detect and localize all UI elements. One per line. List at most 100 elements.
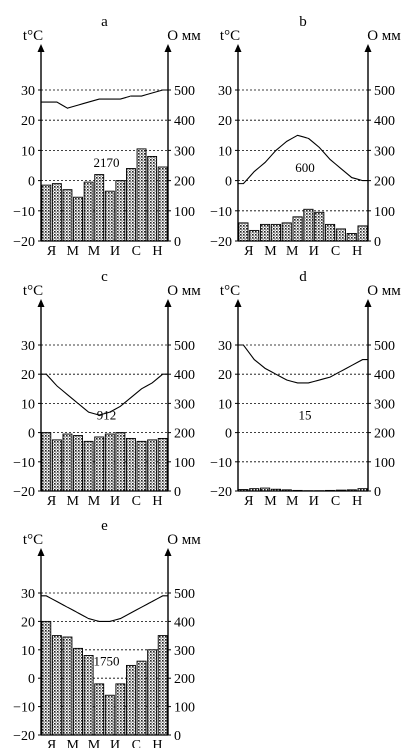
annual-precipitation-label: 912 [97, 407, 117, 422]
climate-chart-b: bt°C O мм6003020100−10−205004003002001000… [210, 14, 401, 259]
month-label: М [264, 244, 277, 259]
temperature-axis-arrow [37, 548, 45, 556]
precipitation-bar [115, 683, 126, 736]
precipitation-bar [346, 232, 357, 242]
temperature-tick-label: 20 [218, 114, 232, 129]
precipitation-tick-label: 500 [374, 84, 395, 99]
precipitation-tick-label: 300 [374, 144, 395, 159]
precipitation-bar [314, 211, 325, 242]
temperature-tick-label: 20 [21, 368, 35, 383]
precipitation-tick-label: 500 [174, 587, 195, 602]
precipitation-bar [115, 180, 126, 242]
annual-precipitation-label: 2170 [94, 155, 120, 170]
temperature-unit-label: t°C [220, 283, 240, 299]
precipitation-bar [51, 635, 62, 736]
temperature-tick-label: 0 [225, 175, 232, 190]
month-label: С [132, 738, 141, 748]
panel-label: d [299, 269, 307, 285]
temperature-tick-label: 20 [21, 114, 35, 129]
panel-label: a [101, 14, 108, 30]
temperature-tick-label: 20 [218, 368, 232, 383]
temperature-tick-label: 10 [218, 144, 232, 159]
temperature-tick-label: 10 [21, 644, 35, 659]
month-label: М [67, 244, 80, 259]
precipitation-unit-label: O мм [367, 283, 401, 299]
temperature-tick-label: −10 [13, 701, 35, 716]
precipitation-bar [94, 436, 105, 492]
precipitation-bar [41, 184, 52, 242]
temperature-tick-label: 0 [28, 672, 35, 687]
precipitation-tick-label: 100 [374, 456, 395, 471]
precipitation-axis-arrow [364, 44, 372, 52]
month-label: Я [244, 494, 253, 509]
temperature-unit-label: t°C [23, 283, 43, 299]
panel-label: b [299, 14, 307, 30]
annual-precipitation-label: 1750 [94, 653, 120, 668]
temperature-line [41, 373, 168, 416]
month-label: М [67, 494, 80, 509]
precipitation-tick-label: 200 [174, 427, 195, 442]
precipitation-unit-label: O мм [167, 28, 201, 44]
temperature-tick-label: 20 [21, 615, 35, 630]
temperature-line [41, 595, 168, 622]
precipitation-tick-label: 0 [174, 485, 181, 500]
annual-precipitation-label: 15 [299, 407, 312, 422]
temperature-tick-label: 10 [218, 397, 232, 412]
precipitation-tick-label: 300 [174, 144, 195, 159]
temperature-unit-label: t°C [220, 28, 240, 44]
temperature-unit-label: t°C [23, 28, 43, 44]
month-label: И [110, 494, 120, 509]
temperature-axis-arrow [234, 299, 242, 307]
month-label: М [67, 738, 80, 748]
precipitation-tick-label: 400 [174, 615, 195, 630]
panel-label: c [101, 269, 108, 285]
precipitation-tick-label: 0 [374, 235, 381, 250]
temperature-line [41, 89, 168, 109]
precipitation-tick-label: 400 [374, 114, 395, 129]
precipitation-bar [51, 183, 62, 242]
precipitation-bar [115, 432, 126, 492]
temperature-tick-label: 30 [218, 339, 232, 354]
month-label: М [264, 494, 277, 509]
temperature-line [237, 134, 368, 185]
temperature-tick-label: −10 [210, 205, 232, 220]
precipitation-tick-label: 100 [374, 205, 395, 220]
precipitation-axis-arrow [164, 299, 172, 307]
month-label: М [88, 244, 101, 259]
precipitation-tick-label: 400 [174, 114, 195, 129]
precipitation-tick-label: 500 [174, 84, 195, 99]
precipitation-bar [325, 223, 336, 242]
month-label: Н [152, 244, 162, 259]
month-label: С [132, 494, 141, 509]
precipitation-bar [238, 222, 249, 242]
temperature-tick-label: 30 [21, 339, 35, 354]
month-label: И [309, 244, 319, 259]
precipitation-bar [73, 435, 83, 492]
precipitation-tick-label: 400 [374, 368, 395, 383]
temperature-tick-label: −20 [13, 235, 35, 250]
month-label: С [331, 244, 340, 259]
temperature-tick-label: 30 [21, 84, 35, 99]
precipitation-bar [104, 433, 115, 492]
climate-chart-e: et°C O мм17503020100−10−20500400300200100… [13, 518, 201, 748]
precipitation-tick-label: 200 [374, 427, 395, 442]
precipitation-bar [260, 223, 271, 242]
temperature-tick-label: −10 [210, 456, 232, 471]
precipitation-tick-label: 400 [174, 368, 195, 383]
temperature-tick-label: −20 [210, 235, 232, 250]
precipitation-tick-label: 200 [174, 175, 195, 190]
temperature-tick-label: 0 [225, 427, 232, 442]
precipitation-bar [126, 168, 136, 242]
climate-chart-a: at°C O мм21703020100−10−20500400300200100… [13, 14, 201, 259]
precipitation-tick-label: 0 [374, 485, 381, 500]
precipitation-tick-label: 300 [174, 397, 195, 412]
precipitation-tick-label: 100 [174, 701, 195, 716]
month-label: Я [47, 738, 56, 748]
precipitation-bar [73, 647, 83, 736]
month-label: Я [47, 244, 56, 259]
precipitation-bar [157, 635, 168, 736]
temperature-tick-label: 30 [21, 587, 35, 602]
precipitation-bar [147, 439, 158, 492]
temperature-axis-arrow [37, 299, 45, 307]
month-label: Я [47, 494, 56, 509]
